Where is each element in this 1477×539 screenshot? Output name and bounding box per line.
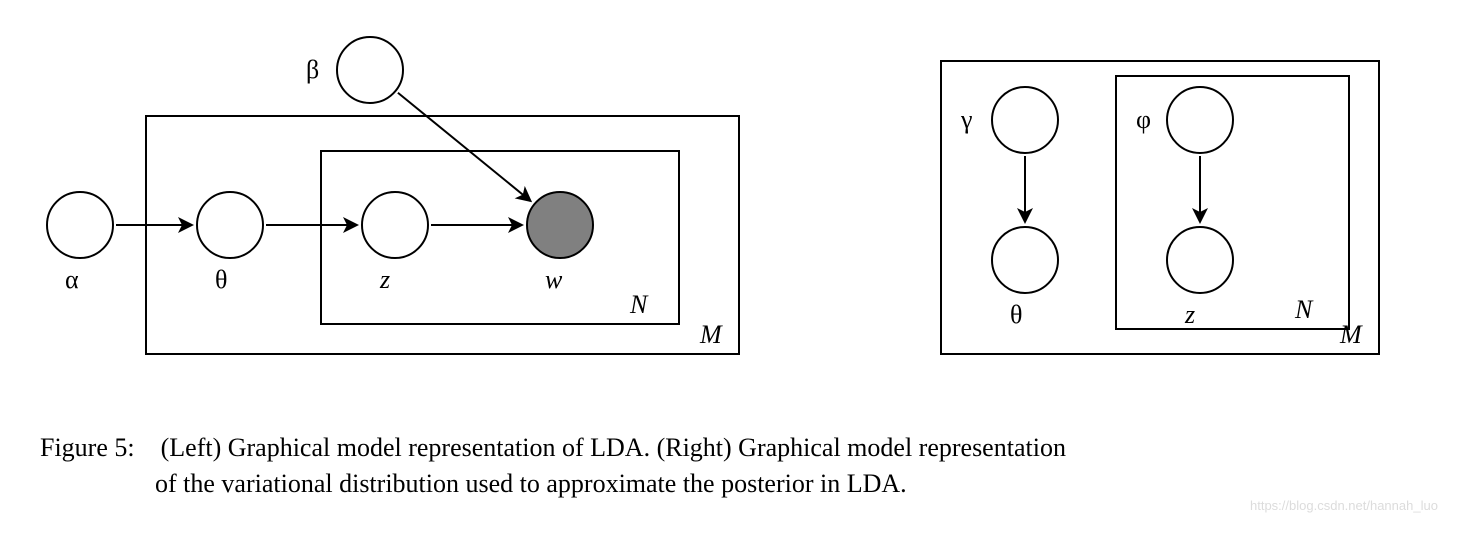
- right-plate-N-label: N: [1295, 295, 1312, 325]
- node-theta2: [991, 226, 1059, 294]
- node-gamma-label: γ: [961, 105, 973, 135]
- left-plate-N-label: N: [630, 290, 647, 320]
- node-phi: [1166, 86, 1234, 154]
- figure-caption-line1: Figure 5: (Left) Graphical model represe…: [40, 430, 1066, 466]
- figure-caption-prefix: Figure 5:: [40, 433, 135, 462]
- node-w-label: w: [545, 265, 562, 295]
- node-z2-label: z: [1185, 300, 1195, 330]
- node-beta-label: β: [306, 55, 319, 85]
- node-z: [361, 191, 429, 259]
- figure-caption-line2: of the variational distribution used to …: [40, 466, 1066, 502]
- node-phi-label: φ: [1136, 105, 1151, 135]
- node-theta-label: θ: [215, 265, 227, 295]
- watermark: https://blog.csdn.net/hannah_luo: [1250, 498, 1438, 513]
- left-plate-M-label: M: [700, 320, 722, 350]
- node-gamma: [991, 86, 1059, 154]
- node-beta: [336, 36, 404, 104]
- figure-caption-text1: (Left) Graphical model representation of…: [161, 433, 1066, 462]
- node-alpha-label: α: [65, 265, 79, 295]
- figure-canvas: M N α θ z w β M N γ θ φ z: [0, 0, 1477, 539]
- node-theta2-label: θ: [1010, 300, 1022, 330]
- figure-caption-text2: of the variational distribution used to …: [155, 469, 907, 498]
- node-alpha: [46, 191, 114, 259]
- node-z2: [1166, 226, 1234, 294]
- node-z-label: z: [380, 265, 390, 295]
- node-theta: [196, 191, 264, 259]
- figure-caption: Figure 5: (Left) Graphical model represe…: [40, 430, 1066, 502]
- node-w: [526, 191, 594, 259]
